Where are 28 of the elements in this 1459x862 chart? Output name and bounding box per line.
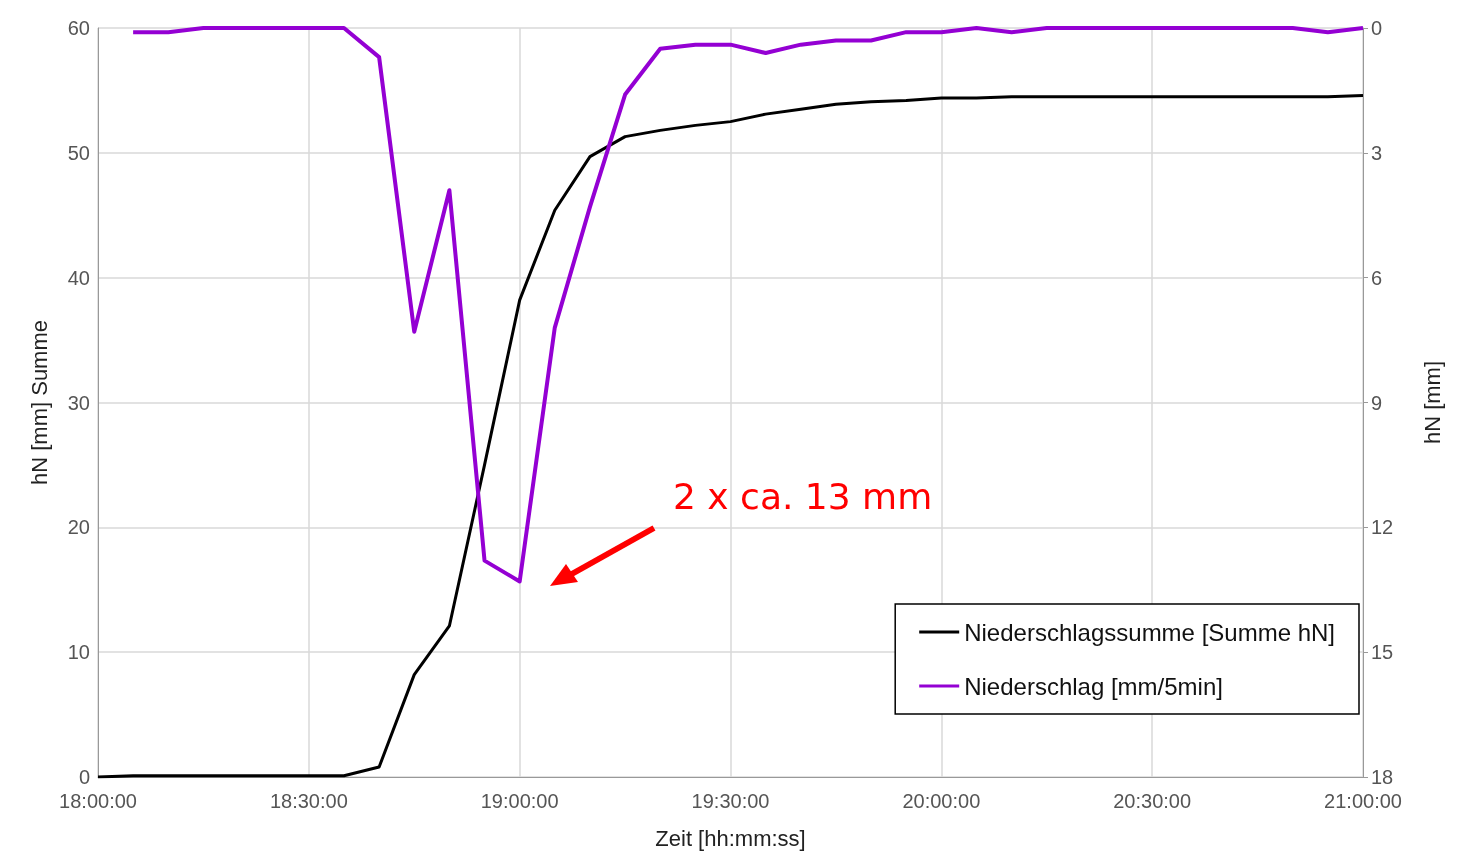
y-tick-label: 10	[67, 641, 90, 664]
y2-tick-label: 12	[1371, 516, 1394, 539]
y-tick-label: 40	[67, 266, 90, 289]
x-tick-label: 20:30:00	[1113, 790, 1192, 812]
y-tick-label: 0	[78, 766, 90, 788]
legend-label: Niederschlagssumme [Summe hN]	[964, 618, 1335, 646]
y-tick-label: 20	[67, 516, 90, 539]
y-tick-label: 50	[67, 141, 90, 164]
x-tick-label: 21:00:00	[1324, 790, 1402, 812]
x-tick-label: 18:30:00	[269, 790, 348, 812]
y2-tick-label: 3	[1371, 141, 1383, 164]
y2-tick-label: 18	[1371, 766, 1394, 788]
x-tick-label: 19:00:00	[480, 790, 559, 812]
y2-tick-label: 9	[1371, 391, 1383, 414]
x-tick-label: 19:30:00	[691, 790, 770, 812]
x-axis-title: Zeit [hh:mm:ss]	[655, 825, 806, 851]
y2-tick-label: 6	[1371, 266, 1383, 289]
y2-tick-label: 0	[1371, 17, 1383, 39]
y-axis-title: hN [mm] Summe	[26, 319, 52, 486]
x-tick-label: 20:00:00	[902, 790, 981, 812]
y-tick-label: 30	[67, 391, 90, 414]
y2-axis-title: hN [mm]	[1419, 360, 1445, 445]
x-tick-label: 18:00:00	[59, 790, 137, 812]
annotation: 2 x ca. 13 mm	[673, 475, 933, 517]
y2-tick-label: 15	[1371, 641, 1394, 664]
line-series	[131, 26, 1365, 584]
y-tick-label: 60	[67, 17, 90, 39]
legend-label: Niederschlag [mm/5min]	[964, 672, 1223, 700]
